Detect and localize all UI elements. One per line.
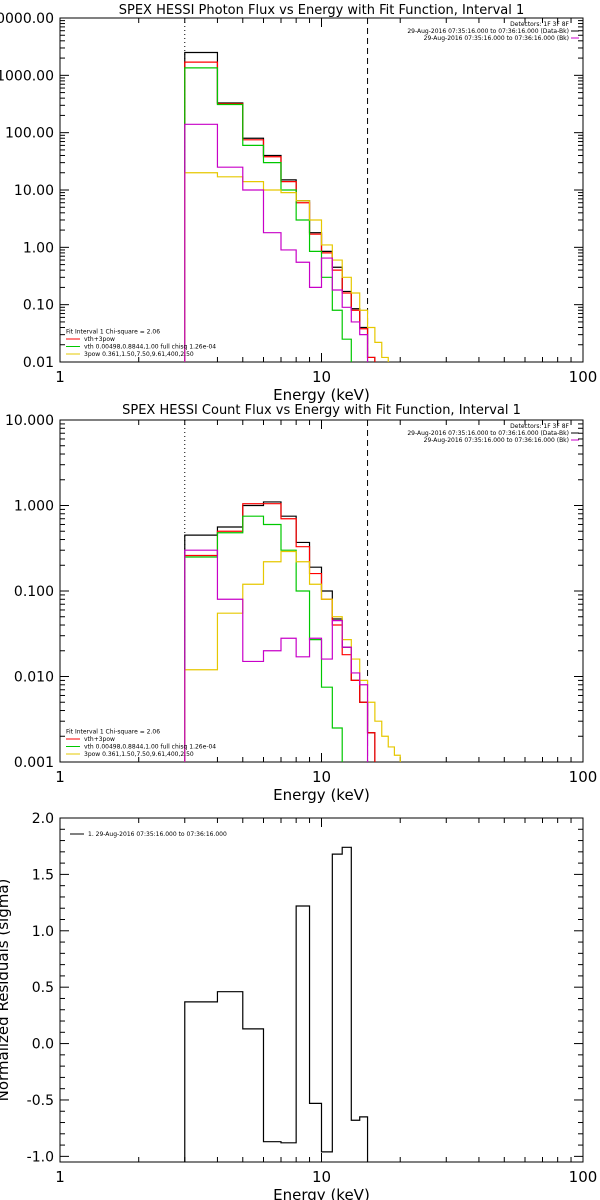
y-tick-label: 0.001 (14, 755, 54, 771)
legend-entry: vth+3pow (84, 336, 115, 343)
y-tick-label: 0.10 (23, 298, 54, 314)
chart-panel-3: 1 10 100 Energy (keV) -1.0 -0.5 0.0 0.5 1.0 1.5 2.… (0, 811, 597, 1200)
plot-frame (59, 17, 584, 363)
series-histogram-3 (184, 67, 352, 362)
series-histogram-2 (184, 61, 376, 362)
series-histogram-4 (184, 550, 401, 762)
x-axis-label: Energy (keV) (273, 786, 370, 804)
chart-title: SPEX HESSI Photon Flux vs Energy with Fi… (119, 3, 525, 18)
y-tick-label: 1000.00 (0, 68, 54, 84)
y-tick-label: 1.0 (32, 924, 54, 940)
y-tick-label: 0000.00 (0, 11, 54, 27)
series-histogram-1 (184, 846, 369, 1162)
chart-panel-2: SPEX HESSI Count Flux vs Energy with Fit… (5, 403, 598, 804)
x-axis-label: Energy (keV) (273, 1186, 370, 1200)
series-histogram-5 (184, 549, 369, 762)
legend-entry: vth+3pow (84, 736, 115, 743)
x-tick-label: 100 (569, 768, 598, 786)
y-tick-label: 10.00 (14, 183, 54, 199)
legend-entry: Fit Interval 1 Chi-square = 2.06 (66, 729, 160, 736)
y-tick-label: 2.0 (32, 811, 54, 827)
legend-entry: Detectors: 1F 3F 8F (510, 423, 569, 430)
x-tick-label: 1 (55, 768, 65, 786)
x-tick-label: 1 (55, 1168, 65, 1186)
y-tick-label: 1.00 (23, 240, 54, 256)
legend-entry: 29-Aug-2016 07:35:16.000 to 07:36:16.000… (424, 437, 569, 444)
y-tick-label: 0.100 (14, 584, 54, 600)
y-tick-label: 1.5 (32, 867, 54, 883)
legend-entry: vth 0.00498,0.8844,1.00 full chisq 1.26e… (84, 344, 216, 351)
chart-title: SPEX HESSI Count Flux vs Energy with Fit… (122, 403, 521, 418)
x-tick-label: 10 (312, 1168, 331, 1186)
legend-entry: Fit Interval 1 Chi-square = 2.06 (66, 329, 160, 336)
y-tick-label: 10.000 (5, 413, 54, 429)
x-tick-label: 1 (55, 368, 65, 386)
data-layer (184, 501, 401, 762)
legend-entry: Detectors: 1F 3F 8F (510, 21, 569, 28)
y-tick-label: 0.010 (14, 670, 54, 686)
legend-entry: 3pow 0.361,1.50,7.50,9.61,400,2.50 (84, 751, 194, 758)
y-tick-label: 0.5 (32, 980, 54, 996)
legend-entry: 3pow 0.361,1.50,7.50,9.61,400,2.50 (84, 351, 194, 358)
x-tick-label: 100 (569, 1168, 598, 1186)
series-histogram-1 (184, 51, 376, 362)
y-tick-label: 0.01 (23, 355, 54, 371)
data-layer (184, 51, 389, 362)
series-histogram-5 (184, 123, 369, 362)
chart-panel-1: SPEX HESSI Photon Flux vs Energy with Fi… (0, 3, 598, 404)
y-tick-label: -0.5 (27, 1093, 54, 1109)
x-tick-label: 100 (569, 368, 598, 386)
series-histogram-1 (184, 501, 376, 762)
legend-entry: 29-Aug-2016 07:35:16.000 to 07:36:16.000… (424, 35, 569, 42)
x-tick-label: 10 (312, 768, 331, 786)
legend-entry: 29-Aug-2016 07:35:16.000 to 07:36:16.000… (407, 430, 569, 437)
series-histogram-4 (184, 172, 389, 362)
legend-entry: 29-Aug-2016 07:35:16.000 to 07:36:16.000… (407, 28, 569, 35)
legend-entry: vth 0.00498,0.8844,1.00 full chisq 1.26e… (84, 744, 216, 751)
legend-entry: 1. 29-Aug-2016 07:35:16.000 to 07:36:16.… (88, 831, 227, 838)
y-tick-label: 100.00 (5, 126, 54, 142)
y-axis-label: Normalized Residuals (sigma) (0, 879, 12, 1102)
y-tick-label: 0.0 (32, 1037, 54, 1053)
x-tick-label: 10 (312, 368, 331, 386)
data-layer (184, 846, 369, 1162)
y-tick-label: -1.0 (27, 1149, 54, 1165)
x-axis-label: Energy (keV) (273, 386, 370, 404)
series-histogram-3 (184, 515, 343, 762)
y-tick-label: 1.000 (14, 499, 54, 515)
